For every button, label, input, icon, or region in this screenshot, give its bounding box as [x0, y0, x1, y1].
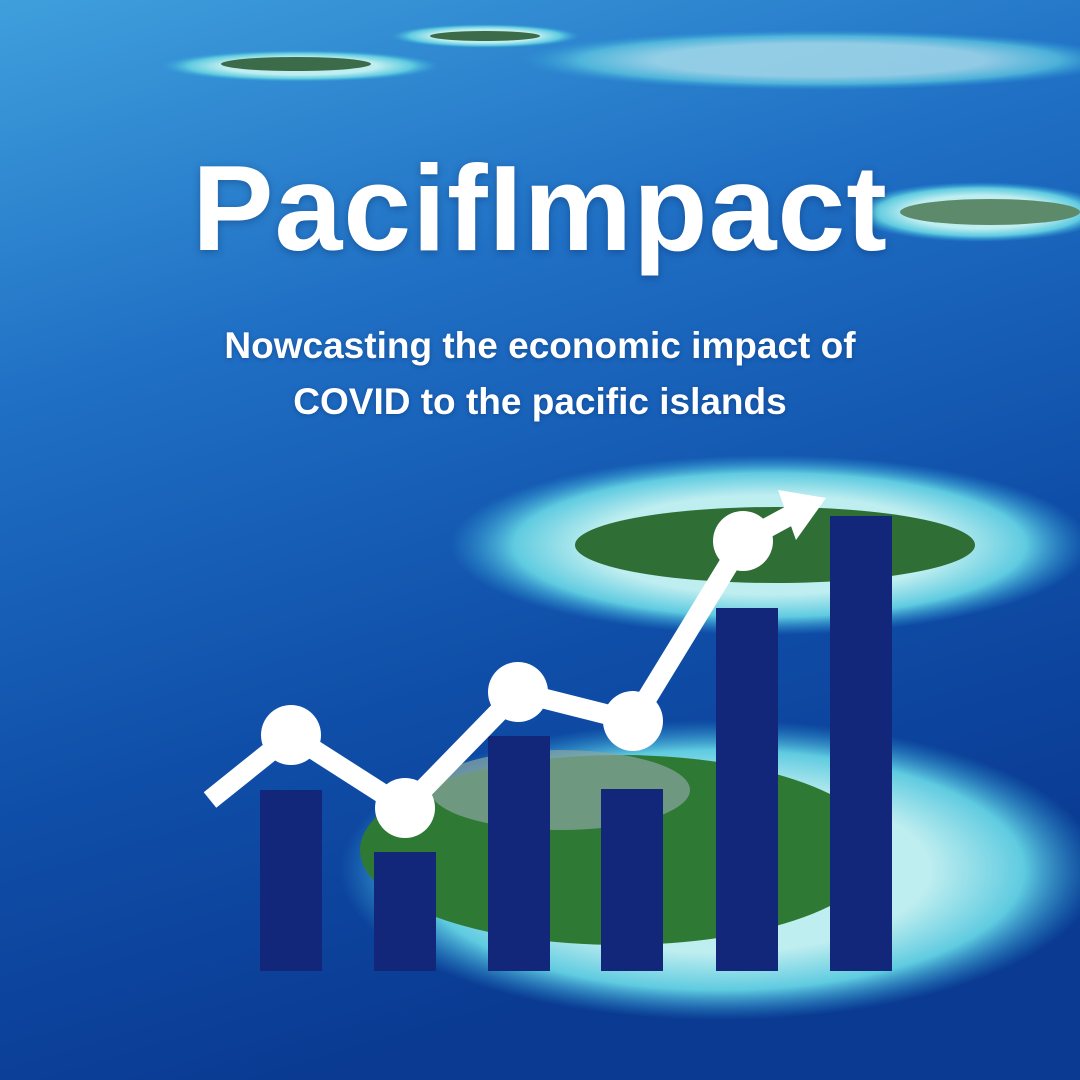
bar-icon	[830, 516, 892, 971]
bar-icon	[716, 608, 778, 971]
point-icon	[375, 778, 435, 838]
lagoon	[520, 30, 1080, 90]
island	[900, 199, 1080, 225]
title: PacifImpact	[192, 140, 888, 276]
bar-icon	[374, 852, 436, 971]
chart-icon	[203, 490, 892, 971]
bar-icon	[488, 736, 550, 971]
point-icon	[261, 705, 321, 765]
point-icon	[713, 511, 773, 571]
bar-icon	[260, 790, 322, 971]
point-icon	[488, 662, 548, 722]
bar-icon	[601, 789, 663, 971]
point-icon	[603, 691, 663, 751]
island	[221, 57, 371, 71]
arrow-head	[778, 490, 826, 540]
subtitle: Nowcasting the economic impact of COVID …	[224, 325, 856, 422]
island	[430, 31, 540, 41]
